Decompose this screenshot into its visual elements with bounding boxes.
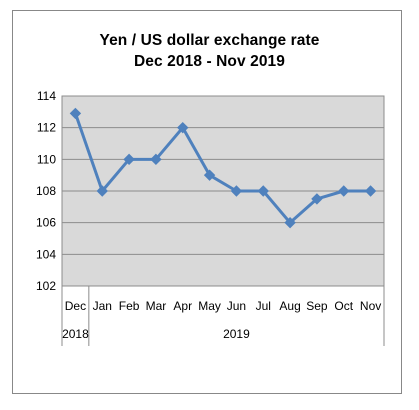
data-point	[96, 185, 108, 197]
chart-title: Yen / US dollar exchange rate	[99, 32, 320, 49]
x-tick-label: May	[198, 299, 221, 313]
y-tick-label: 112	[37, 121, 56, 135]
x-tick-label: Mar	[146, 299, 167, 313]
y-tick-label: 108	[36, 184, 56, 198]
year-label: 2018	[62, 327, 89, 341]
chart-subtitle: Dec 2018 - Nov 2019	[134, 53, 285, 70]
y-tick-label: 114	[37, 89, 56, 103]
data-point	[123, 153, 135, 166]
year-label: 2019	[223, 327, 250, 341]
x-tick-label: Jan	[93, 299, 112, 313]
x-tick-label: Nov	[360, 299, 381, 313]
y-tick-label: 106	[36, 216, 56, 230]
y-axis-ticks: 102 104 106 108 110 112 114	[36, 89, 56, 293]
gridlines	[62, 127, 384, 255]
y-tick-label: 110	[37, 152, 56, 166]
y-tick-label: 104	[36, 247, 56, 261]
x-tick-label: Aug	[279, 299, 300, 313]
data-point	[69, 107, 82, 120]
y-tick-label: 102	[36, 279, 56, 293]
data-point	[257, 185, 269, 197]
data-point	[311, 193, 323, 205]
data-point	[230, 185, 243, 197]
x-tick-label: Dec	[65, 299, 86, 313]
x-tick-label: Oct	[334, 299, 353, 313]
data-point	[338, 185, 350, 197]
series-line	[73, 112, 371, 225]
data-point	[364, 185, 377, 197]
x-tick-label: Jul	[256, 299, 271, 313]
x-axis: Dec Jan Feb Mar Apr May Jun Jul Aug Sep Oct Nov 2018…	[61, 286, 385, 346]
series-group	[69, 107, 377, 229]
x-tick-label: Jun	[227, 299, 246, 313]
data-point	[150, 153, 162, 166]
data-point	[284, 216, 296, 229]
data-point	[177, 121, 189, 134]
x-tick-label: Feb	[119, 299, 140, 313]
x-tick-label: Apr	[173, 299, 192, 313]
data-point	[203, 169, 216, 181]
x-tick-label: Sep	[306, 299, 328, 313]
